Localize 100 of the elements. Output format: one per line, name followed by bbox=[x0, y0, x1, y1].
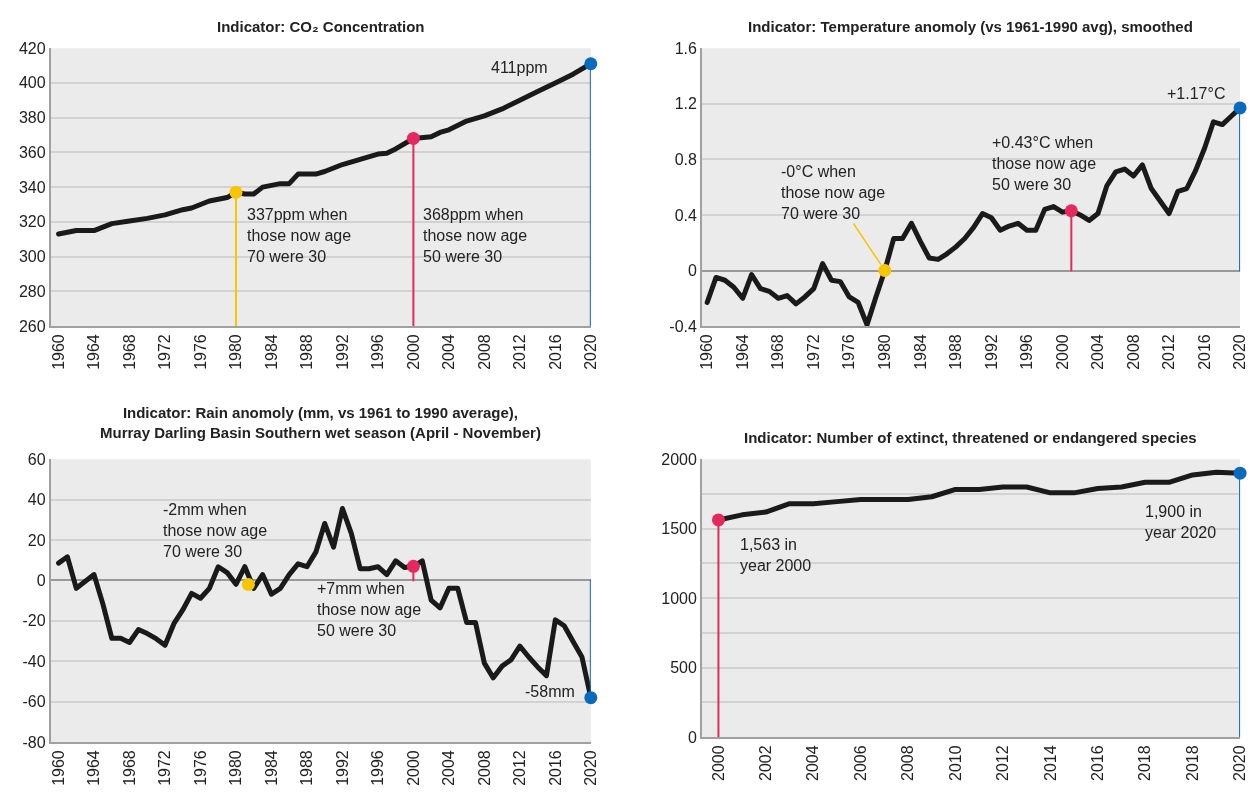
y-tick-label: 1500 bbox=[661, 520, 697, 538]
point bbox=[1233, 101, 1247, 115]
x-tick-label: 1992 bbox=[982, 334, 1000, 370]
y-tick-label: -0.4 bbox=[669, 317, 697, 335]
point bbox=[584, 57, 598, 71]
x-tick-label: 2020 bbox=[1231, 334, 1249, 370]
y-tick-label: 40 bbox=[27, 491, 46, 509]
x-tick-label: 1964 bbox=[85, 750, 103, 786]
y-tick-label: 1000 bbox=[661, 589, 697, 607]
x-tick-label: 1972 bbox=[156, 750, 174, 786]
x-tick-label: 1980 bbox=[227, 750, 245, 786]
annotation: 411ppm bbox=[491, 59, 548, 76]
x-tick-label: 2000 bbox=[404, 334, 422, 370]
point bbox=[878, 264, 892, 278]
x-tick-label: 1992 bbox=[333, 750, 351, 786]
x-tick-label: 2012 bbox=[994, 745, 1012, 781]
annotation: +7mm when those now age 50 were 30 bbox=[317, 580, 422, 639]
x-tick-label: 1984 bbox=[262, 334, 280, 370]
x-tick-label: 2012 bbox=[511, 750, 529, 786]
x-tick-label: 1976 bbox=[191, 334, 209, 370]
x-tick-label: 1972 bbox=[804, 334, 822, 370]
x-tick-label: 1984 bbox=[262, 750, 280, 786]
x-tick-label: 2018 bbox=[1183, 745, 1201, 781]
x-tick-label: 2000 bbox=[404, 750, 422, 786]
x-tick-label: 2004 bbox=[440, 750, 458, 786]
annotation: 337ppm when those now age 70 were 30 bbox=[247, 206, 352, 265]
chart-title: Indicator: Number of extinct, threatened or endangered species bbox=[744, 429, 1197, 446]
annotation: +1.17°C bbox=[1167, 85, 1226, 102]
y-tick-label: 400 bbox=[18, 74, 46, 92]
point bbox=[1064, 204, 1078, 218]
x-tick-label: 1996 bbox=[369, 750, 387, 786]
y-tick-label: 0 bbox=[36, 572, 46, 590]
x-tick-label: 1976 bbox=[840, 334, 858, 370]
y-tick-label: 320 bbox=[18, 213, 46, 231]
x-tick-label: 2002 bbox=[757, 745, 775, 781]
annotation: +0.43°C when those now age 50 were 30 bbox=[992, 134, 1097, 193]
y-tick-label: 20 bbox=[27, 531, 46, 549]
y-tick-label: 60 bbox=[27, 450, 46, 468]
x-tick-label: 2016 bbox=[1089, 745, 1107, 781]
x-tick-label: 2016 bbox=[546, 750, 564, 786]
x-tick-label: 2004 bbox=[804, 745, 822, 781]
x-tick-label: 2020 bbox=[582, 334, 600, 370]
x-tick-label: 2018 bbox=[1136, 745, 1154, 781]
x-tick-label: 1988 bbox=[947, 334, 965, 370]
chart-title: Indicator: Temperature anomoly (vs 1961-1990 avg), smoothed bbox=[748, 18, 1193, 35]
x-tick-label: 1968 bbox=[120, 334, 138, 370]
x-tick-label: 1976 bbox=[191, 750, 209, 786]
x-tick-label: 2008 bbox=[475, 750, 493, 786]
annotation: 1,900 in year 2020 bbox=[1145, 503, 1217, 541]
x-tick-label: 2020 bbox=[1231, 745, 1249, 781]
x-tick-label: 2008 bbox=[475, 334, 493, 370]
x-tick-label: 1968 bbox=[120, 750, 138, 786]
y-tick-label: 360 bbox=[18, 143, 46, 161]
y-tick-label: 280 bbox=[18, 282, 46, 300]
y-tick-label: -40 bbox=[22, 652, 46, 670]
y-tick-label: 1.2 bbox=[674, 95, 697, 113]
x-tick-label: 1964 bbox=[733, 334, 751, 370]
y-tick-label: 420 bbox=[18, 39, 46, 57]
x-tick-label: 1968 bbox=[769, 334, 787, 370]
x-tick-label: 2000 bbox=[709, 745, 727, 781]
x-tick-label: 2012 bbox=[1160, 334, 1178, 370]
point bbox=[584, 691, 598, 705]
point bbox=[241, 578, 255, 591]
x-tick-label: 1972 bbox=[156, 334, 174, 370]
y-tick-label: 0 bbox=[687, 728, 697, 746]
point bbox=[406, 131, 420, 145]
x-tick-label: 1988 bbox=[298, 334, 316, 370]
annotation: 368ppm when those now age 50 were 30 bbox=[423, 206, 528, 265]
annotation: -58mm bbox=[525, 683, 575, 700]
annotation: -0°C when those now age 70 were 30 bbox=[781, 163, 886, 222]
x-tick-label: 2020 bbox=[582, 750, 600, 786]
x-tick-label: 2014 bbox=[1041, 745, 1059, 781]
x-tick-label: 2012 bbox=[511, 334, 529, 370]
x-tick-label: 1980 bbox=[227, 334, 245, 370]
annotation: 1,563 in year 2000 bbox=[740, 536, 812, 574]
y-tick-label: 1.6 bbox=[674, 39, 697, 57]
y-tick-label: -80 bbox=[22, 733, 46, 751]
y-tick-label: 500 bbox=[670, 659, 697, 677]
y-tick-label: 340 bbox=[18, 178, 46, 196]
point bbox=[406, 559, 420, 573]
y-tick-label: 260 bbox=[18, 317, 46, 335]
x-tick-label: 1960 bbox=[49, 334, 67, 370]
x-tick-label: 2016 bbox=[1195, 334, 1213, 370]
x-tick-label: 1988 bbox=[298, 750, 316, 786]
x-tick-label: 2004 bbox=[440, 334, 458, 370]
chart-title: Indicator: CO₂ Concentration bbox=[217, 18, 425, 35]
x-tick-label: 2016 bbox=[546, 334, 564, 370]
x-tick-label: 2010 bbox=[946, 745, 964, 781]
x-tick-label: 2008 bbox=[899, 745, 917, 781]
y-tick-label: 0.4 bbox=[674, 206, 697, 224]
y-tick-label: 380 bbox=[18, 109, 46, 127]
x-tick-label: 2008 bbox=[1124, 334, 1142, 370]
y-tick-label: -60 bbox=[22, 693, 46, 711]
x-tick-label: 2004 bbox=[1089, 334, 1107, 370]
x-tick-label: 1964 bbox=[85, 334, 103, 370]
x-tick-label: 2000 bbox=[1053, 334, 1071, 370]
annotation: -2mm when those now age 70 were 30 bbox=[163, 501, 268, 560]
x-tick-label: 1996 bbox=[1018, 334, 1036, 370]
chart-title: Indicator: Rain anomoly (mm, vs 1961 to 1990 average), Murray Darling Basin Southern wet season (April - November) bbox=[100, 404, 541, 441]
x-tick-label: 2006 bbox=[851, 745, 869, 781]
